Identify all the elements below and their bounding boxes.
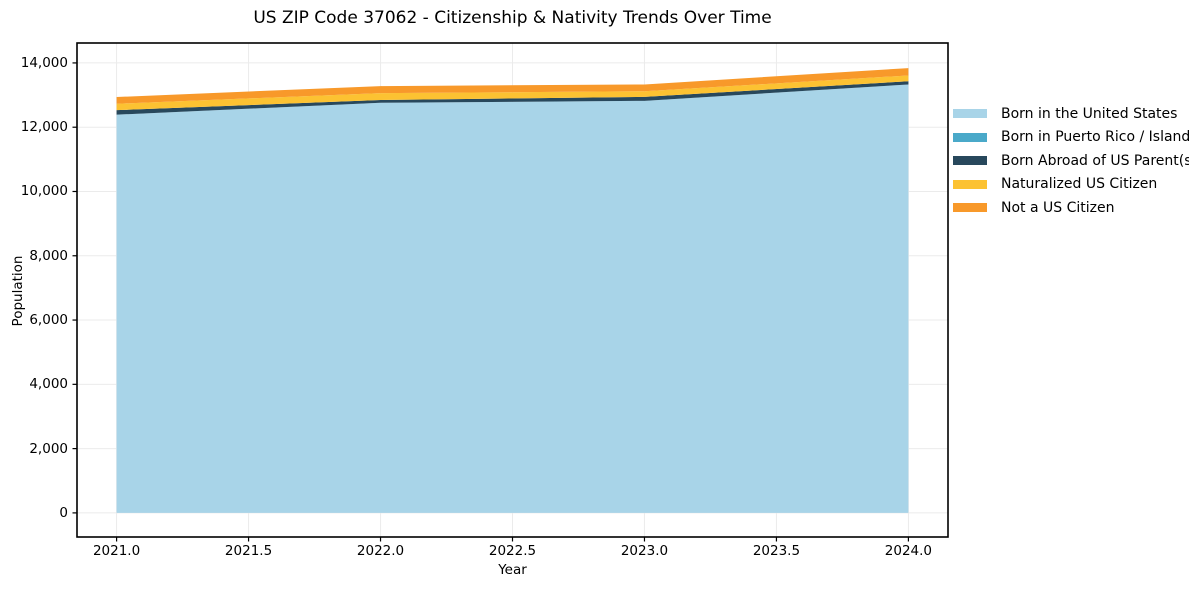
chart-title: US ZIP Code 37062 - Citizenship & Nativi… <box>253 8 772 28</box>
legend-swatch-not-a-us-citizen <box>953 203 987 213</box>
legend-item-born-abroad-of-us-parents: Born Abroad of US Parent(s) <box>953 152 1189 170</box>
area-born-in-the-united-states <box>116 84 909 513</box>
y-tick-label: 6,000 <box>29 312 68 329</box>
y-tick-label: 10,000 <box>20 183 68 200</box>
legend-item-born-in-the-united-states: Born in the United States <box>953 105 1189 123</box>
legend-item-not-a-us-citizen: Not a US Citizen <box>953 199 1189 217</box>
legend-swatch-born-in-puerto-rico-islands <box>953 132 987 142</box>
legend-item-naturalized-us-citizen: Naturalized US Citizen <box>953 176 1189 194</box>
x-tick-label: 2023.5 <box>752 543 801 559</box>
y-tick-label: 0 <box>59 504 68 521</box>
y-tick-label: 12,000 <box>20 119 68 136</box>
x-tick-label: 2021.0 <box>92 543 141 559</box>
tick-marks <box>72 62 910 542</box>
y-axis-label: Population <box>10 255 26 327</box>
legend: Born in the United States Born in Puerto… <box>953 105 1189 217</box>
legend-label: Not a US Citizen <box>1001 199 1115 216</box>
area-not-a-us-citizen <box>116 68 909 104</box>
legend-item-born-in-puerto-rico-islands: Born in Puerto Rico / Islands <box>953 129 1189 147</box>
y-tick-label: 14,000 <box>20 54 68 71</box>
legend-label: Born Abroad of US Parent(s) <box>1001 152 1189 169</box>
legend-label: Naturalized US Citizen <box>1001 176 1158 193</box>
x-tick-label: 2023.0 <box>620 543 669 559</box>
y-tick-label: 4,000 <box>29 376 68 393</box>
legend-label: Born in Puerto Rico / Islands <box>1001 129 1189 146</box>
x-tick-label: 2022.5 <box>488 543 537 559</box>
legend-label: Born in the United States <box>1001 105 1178 122</box>
x-tick-label: 2024.0 <box>884 543 933 559</box>
legend-swatch-born-in-the-united-states <box>953 109 987 119</box>
x-tick-label: 2022.0 <box>356 543 405 559</box>
legend-swatch-born-abroad-of-us-parents <box>953 156 987 166</box>
y-tick-label: 8,000 <box>29 247 68 264</box>
x-axis-label: Year <box>498 562 527 578</box>
y-tick-label: 2,000 <box>29 440 68 457</box>
area-naturalized-us-citizen <box>116 75 909 111</box>
stacked-areas <box>116 68 909 513</box>
legend-swatch-naturalized-us-citizen <box>953 179 987 189</box>
x-tick-label: 2021.5 <box>224 543 273 559</box>
